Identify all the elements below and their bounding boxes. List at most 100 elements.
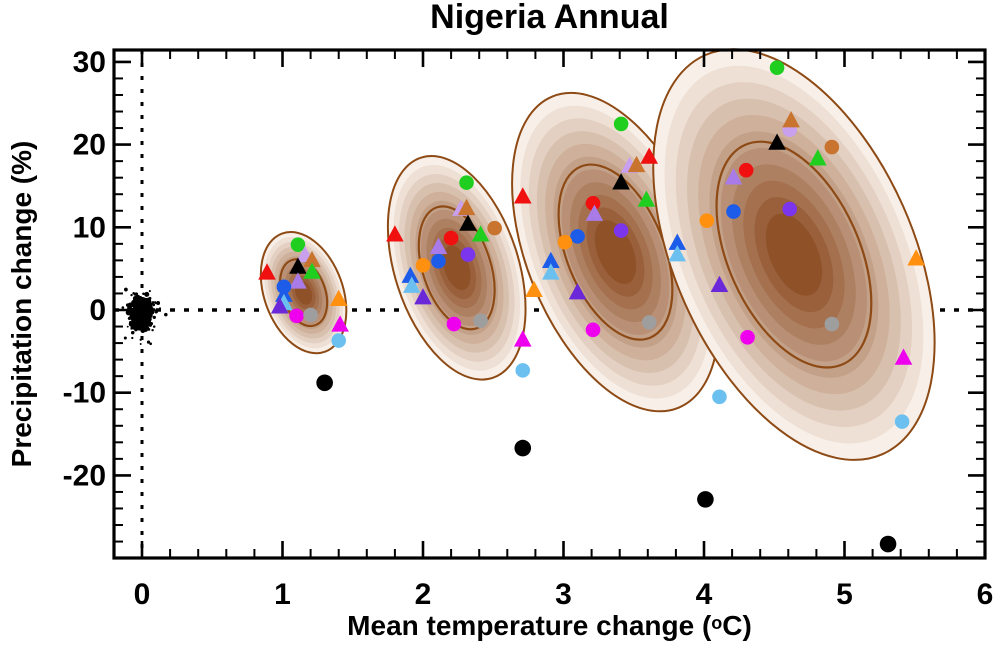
marker-sky-circle xyxy=(515,363,531,378)
cloud-dot xyxy=(152,325,156,328)
marker-gray-circle xyxy=(824,316,840,332)
marker-black-circle xyxy=(879,535,897,553)
cloud-dot xyxy=(152,315,156,320)
marker-black-circle xyxy=(514,439,532,457)
cloud-dot xyxy=(139,338,142,341)
cloud-dot xyxy=(124,287,128,292)
marker-peru-circle xyxy=(824,139,840,155)
y-tick-label: 10 xyxy=(73,211,106,244)
cloud-dot xyxy=(123,336,127,340)
tick-labels: 0 1 2 3 4 5 6 30 20 10 0 -10 -20 xyxy=(63,46,994,611)
marker-red-circle xyxy=(738,162,754,178)
x-axis-label-text: Mean temperature change ( xyxy=(347,610,712,641)
cloud-dot xyxy=(128,320,133,325)
marker-peru-triangle xyxy=(457,198,476,216)
marker-dviolet-triangle xyxy=(710,275,729,292)
marker-magenta-circle xyxy=(289,308,304,324)
cloud-dot xyxy=(152,303,156,307)
marker-orange-circle xyxy=(557,234,573,250)
y-tick-label: -10 xyxy=(63,377,106,410)
marker-orange-triangle xyxy=(907,249,925,266)
marker-black-triangle xyxy=(289,257,307,274)
cloud-dot xyxy=(132,305,136,308)
cloud-dot xyxy=(154,309,159,314)
marker-green-circle xyxy=(613,116,629,132)
marker-magenta-triangle xyxy=(894,348,913,365)
cloud-dot xyxy=(137,325,141,329)
chart-title: Nigeria Annual xyxy=(430,0,669,36)
x-axis-label-unit: C) xyxy=(722,610,752,641)
marker-orange-circle xyxy=(415,258,431,273)
cloud-dot xyxy=(133,292,137,296)
marker-blue-circle xyxy=(431,253,446,269)
markers-cluster-1 xyxy=(258,237,349,392)
marker-red-circle xyxy=(443,230,459,246)
y-tick-label: -20 xyxy=(63,459,106,492)
x-tick-label: 4 xyxy=(696,578,713,611)
cloud-dot xyxy=(156,301,161,305)
cloud-dot xyxy=(149,322,153,326)
marker-mpurple-triangle xyxy=(289,272,307,289)
cloud-dot xyxy=(148,300,152,303)
cloud-dot xyxy=(148,308,154,313)
cloud-dot xyxy=(145,322,150,327)
marker-sky-circle xyxy=(894,414,910,429)
cloud-dot xyxy=(144,309,149,314)
contour-ellipse-cluster-2 xyxy=(386,155,527,381)
cloud-dot xyxy=(133,312,136,315)
marker-mpurple-triangle xyxy=(585,204,604,221)
cloud-dot xyxy=(147,302,151,307)
marker-peru-circle xyxy=(487,220,502,236)
x-axis-label: Mean temperature change (oC) xyxy=(114,610,985,642)
marker-red-triangle xyxy=(386,225,404,242)
marker-black-circle xyxy=(697,491,714,508)
marker-orange-triangle xyxy=(525,280,543,297)
marker-blue-circle xyxy=(570,229,585,244)
marker-green-circle xyxy=(769,60,785,75)
marker-gray-circle xyxy=(473,313,488,329)
marker-purple-circle xyxy=(782,201,798,217)
markers-cluster-4 xyxy=(640,60,925,553)
cloud-dot xyxy=(139,343,142,345)
cloud-dot xyxy=(134,328,138,332)
marker-dviolet-triangle xyxy=(568,283,587,300)
marker-sky-circle xyxy=(712,389,727,405)
marker-green-triangle xyxy=(303,262,321,279)
cloud-dot xyxy=(121,306,125,309)
marker-purple-circle xyxy=(613,223,629,238)
cloud-dot xyxy=(139,302,142,306)
cloud-dot xyxy=(127,316,131,320)
x-tick-label: 6 xyxy=(977,578,994,611)
cloud-dot xyxy=(131,307,135,312)
cloud-dot xyxy=(141,324,148,331)
origin-point-cloud xyxy=(121,287,168,346)
markers-cluster-2 xyxy=(386,175,532,457)
marker-peru-triangle xyxy=(303,250,321,268)
marker-sky-circle xyxy=(331,333,347,348)
marker-blue-triangle xyxy=(668,233,687,250)
cloud-dot xyxy=(131,330,135,334)
y-axis-label: Precipitation change (%) xyxy=(6,140,37,468)
x-tick-label: 0 xyxy=(134,578,151,611)
axis-ticks xyxy=(112,50,987,560)
y-tick-label: 20 xyxy=(73,129,106,162)
markers-cluster-3 xyxy=(513,116,727,508)
cloud-dot xyxy=(131,336,134,340)
cloud-dot xyxy=(144,291,150,297)
marker-mpurple-triangle xyxy=(429,237,448,254)
cloud-dot xyxy=(134,315,137,318)
marker-green-circle xyxy=(459,175,474,190)
degree-superscript: o xyxy=(711,613,723,633)
marker-dviolet-triangle xyxy=(414,288,432,305)
cloud-dot xyxy=(143,300,147,305)
cloud-dot xyxy=(130,327,133,330)
marker-red-triangle xyxy=(513,187,532,204)
cloud-dot xyxy=(148,290,151,293)
marker-purple-circle xyxy=(460,247,476,262)
marker-black-circle xyxy=(316,374,333,392)
cloud-dot xyxy=(135,297,139,301)
cloud-dot xyxy=(164,312,168,317)
contour-band xyxy=(765,213,823,296)
